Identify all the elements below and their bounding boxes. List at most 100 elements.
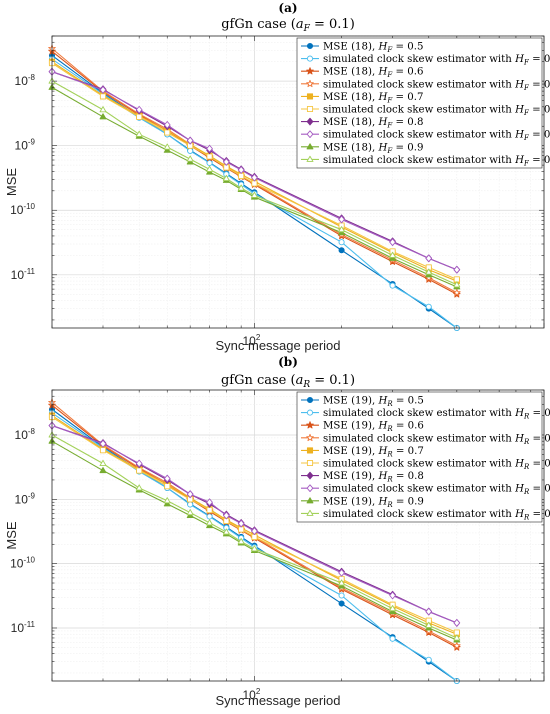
data-point — [453, 265, 461, 274]
legend-entry: MSE (18), HF = 0.9 — [301, 141, 423, 155]
legend-entry: simulated clock skew estimator with HR =… — [301, 408, 550, 421]
data-point — [206, 165, 213, 172]
legend-label: simulated clock skew estimator with HR =… — [323, 509, 550, 522]
data-point — [186, 490, 194, 499]
data-point — [223, 511, 230, 520]
data-point — [187, 147, 194, 154]
data-point — [186, 509, 194, 516]
x-axis-label: Sync message period — [215, 338, 340, 353]
data-point — [338, 247, 345, 254]
chart-title: gfGn case (aF = 0.1) — [221, 17, 355, 34]
legend-marker — [306, 396, 314, 404]
data-point — [187, 501, 194, 508]
data-point — [338, 575, 345, 582]
data-point — [135, 105, 143, 114]
data-point — [425, 607, 433, 616]
chart-panel-b: 102 10-11 10-10 10-9 10-8 Sync message period… — [4, 355, 550, 708]
y-axis-label: MSE — [4, 521, 19, 550]
legend-entry: simulated clock skew estimator with HF =… — [301, 79, 550, 92]
data-point — [453, 288, 461, 296]
legend-marker — [306, 433, 314, 442]
legend-entry: MSE (19), HR = 0.5 — [301, 395, 424, 409]
legend-entry: MSE (18), HF = 0.6 — [301, 66, 423, 79]
data-point — [425, 268, 433, 275]
data-point — [338, 226, 346, 233]
data-point — [251, 180, 258, 187]
data-point — [186, 136, 194, 145]
data-point — [238, 172, 245, 179]
data-point — [425, 656, 432, 663]
data-point — [453, 619, 461, 627]
legend-entry: MSE (18), HF = 0.8 — [301, 116, 423, 130]
data-point — [135, 130, 143, 137]
legend-entry: simulated clock skew estimator with HR =… — [301, 459, 550, 472]
legend-box — [296, 37, 543, 169]
data-point — [136, 113, 143, 120]
data-point — [99, 106, 107, 113]
legend-entry: simulated clock skew estimator with HR =… — [301, 484, 550, 496]
legend-label: simulated clock skew estimator with HR =… — [323, 459, 550, 472]
legend-marker — [306, 105, 314, 113]
legend-label: simulated clock skew estimator with HF =… — [323, 105, 550, 118]
legend-marker — [306, 42, 314, 50]
data-point — [250, 191, 258, 198]
legend-marker — [306, 421, 314, 429]
data-point — [99, 466, 107, 474]
chart-panel-a: 102 10-11 10-10 10-9 10-8 Sync message period… — [4, 1, 550, 353]
data-point — [453, 634, 461, 641]
legend-label: simulated clock skew estimator with HR =… — [323, 408, 550, 421]
data-point — [135, 484, 143, 491]
y-tick-label: 10-10 — [10, 202, 35, 217]
data-point — [453, 629, 460, 636]
data-point — [453, 281, 461, 288]
legend-label: MSE (18), HF = 0.7 — [323, 91, 423, 105]
data-point — [338, 222, 345, 229]
legend-entry: MSE (19), HR = 0.7 — [301, 445, 424, 459]
data-point — [389, 635, 396, 642]
legend-entry: MSE (19), HR = 0.9 — [301, 495, 424, 509]
legend-entry: simulated clock skew estimator with HR =… — [301, 509, 550, 522]
data-point — [250, 545, 258, 552]
legend-entry: simulated clock skew estimator with HF =… — [301, 130, 550, 142]
data-point — [99, 439, 107, 448]
data-point — [453, 276, 460, 283]
series-8 — [48, 421, 461, 627]
data-point — [206, 519, 213, 526]
data-point — [99, 93, 107, 100]
data-point — [389, 605, 397, 612]
data-point — [163, 143, 171, 150]
legend-label: MSE (19), HR = 0.8 — [323, 470, 424, 484]
data-point — [163, 474, 171, 483]
legend-label: MSE (19), HR = 0.7 — [323, 445, 424, 459]
data-point — [425, 254, 433, 263]
data-point — [206, 144, 213, 153]
data-point — [223, 158, 230, 166]
data-point — [237, 538, 245, 545]
data-point — [238, 526, 245, 533]
legend-entry: simulated clock skew estimator with HF =… — [301, 105, 550, 118]
data-point — [338, 215, 345, 224]
data-point — [99, 447, 107, 454]
legend-entry: simulated clock skew estimator with HR =… — [301, 433, 550, 446]
data-point — [163, 500, 171, 507]
data-point — [206, 507, 213, 514]
legend-entry: MSE (18), HF = 0.5 — [301, 41, 423, 54]
legend-label: MSE (19), HR = 0.9 — [323, 495, 424, 509]
data-point — [389, 591, 396, 600]
data-point — [425, 264, 432, 271]
data-point — [338, 600, 345, 607]
legend-label: simulated clock skew estimator with HR =… — [323, 433, 550, 446]
legend-marker — [306, 509, 314, 516]
legend-label: simulated clock skew estimator with HF =… — [323, 54, 550, 67]
legend-marker — [306, 497, 314, 504]
legend-label: MSE (19), HR = 0.6 — [323, 420, 424, 434]
data-point — [163, 497, 171, 504]
data-point — [163, 121, 171, 129]
data-point — [136, 467, 143, 474]
legend-label: MSE (18), HF = 0.9 — [323, 141, 423, 155]
data-point — [389, 601, 396, 608]
legend-label: MSE (19), HR = 0.5 — [323, 395, 424, 409]
legend-marker — [306, 471, 314, 480]
